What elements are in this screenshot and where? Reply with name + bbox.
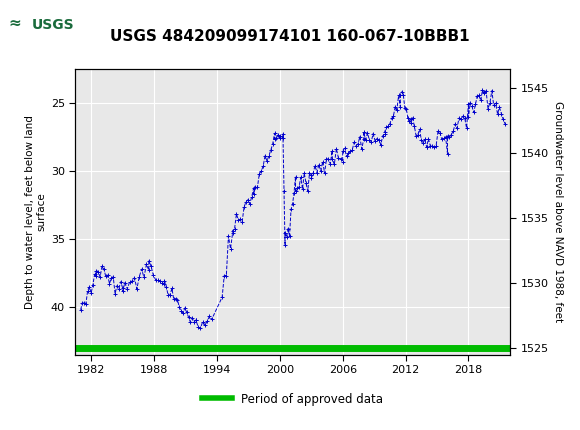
Y-axis label: Depth to water level, feet below land
surface: Depth to water level, feet below land su… — [25, 115, 47, 309]
Text: USGS: USGS — [32, 18, 74, 32]
Text: USGS 484209099174101 160-067-10BBB1: USGS 484209099174101 160-067-10BBB1 — [110, 29, 470, 44]
Bar — [6, 4, 75, 45]
Legend: Period of approved data: Period of approved data — [198, 388, 388, 410]
Y-axis label: Groundwater level above NAVD 1988, feet: Groundwater level above NAVD 1988, feet — [553, 101, 563, 322]
Text: ≈: ≈ — [9, 16, 21, 31]
